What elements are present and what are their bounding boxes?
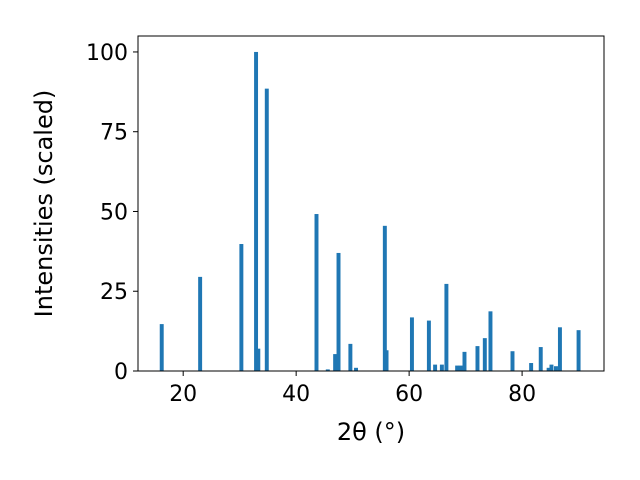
- bar-5: [264, 88, 269, 371]
- bar-29: [549, 364, 554, 371]
- bar-0: [159, 324, 164, 371]
- bar-17: [439, 364, 444, 371]
- bar-1: [198, 276, 203, 371]
- bar-10: [348, 343, 353, 371]
- axes-group: 20 40 60 80 0 25 50 75 100: [86, 41, 536, 407]
- bar-6: [314, 214, 319, 371]
- bar-18: [444, 283, 449, 371]
- bar-7: [325, 369, 330, 371]
- y-tick-label-3: 75: [100, 121, 128, 146]
- bar-32: [576, 330, 581, 371]
- bar-13: [384, 350, 389, 371]
- bar-15: [426, 320, 431, 371]
- x-tick-label-1: 40: [282, 382, 310, 407]
- bar-25: [510, 351, 515, 371]
- bar-14: [409, 317, 414, 371]
- bar-31: [557, 327, 562, 371]
- bar-12: [382, 225, 387, 371]
- bar-24: [488, 311, 493, 371]
- x-tick-label-0: 20: [169, 382, 197, 407]
- bar-28: [546, 367, 551, 371]
- bar-4: [256, 348, 261, 371]
- bar-19: [455, 365, 460, 371]
- bars-group: [159, 51, 581, 371]
- y-tick-label-0: 0: [114, 360, 128, 385]
- bar-20: [458, 365, 463, 371]
- x-axis-label: 2θ (°): [337, 418, 405, 446]
- x-tick-label-3: 80: [508, 382, 536, 407]
- bar-8: [333, 354, 338, 371]
- bar-3: [254, 51, 259, 371]
- bar-9: [336, 252, 341, 371]
- plot-frame: [137, 35, 605, 372]
- x-tick-label-2: 60: [395, 382, 423, 407]
- bar-21: [462, 351, 467, 371]
- bar-11: [354, 367, 358, 371]
- bar-2: [239, 244, 244, 371]
- bar-23: [482, 338, 487, 371]
- y-tick-label-4: 100: [86, 41, 128, 66]
- y-tick-label-1: 25: [100, 280, 128, 305]
- y-axis-label: Intensities (scaled): [30, 90, 58, 318]
- bar-27: [538, 347, 543, 371]
- bar-30: [554, 366, 558, 371]
- y-tick-label-2: 50: [100, 200, 128, 225]
- bar-22: [475, 346, 480, 371]
- bar-16: [433, 364, 438, 371]
- bar-26: [529, 363, 534, 371]
